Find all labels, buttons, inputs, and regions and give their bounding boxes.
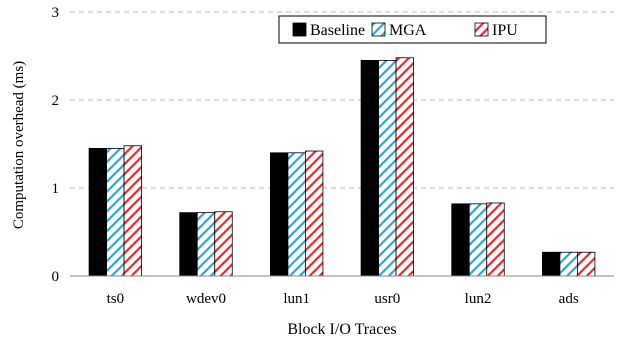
x-tick-label: lun2 — [465, 291, 492, 307]
bar-baseline-lun1 — [270, 152, 289, 277]
x-tick-label: ads — [559, 291, 579, 307]
bar-mga-ads — [559, 251, 578, 277]
legend-swatch-ipu — [474, 22, 489, 37]
bar-mga-usr0 — [378, 60, 397, 277]
legend-box — [278, 15, 547, 44]
y-axis-label: Computation overhead (ms) — [11, 61, 27, 229]
x-axis-label: Block I/O Traces — [287, 321, 396, 338]
y-tick-label: 3 — [52, 5, 60, 21]
bar-mga-ts0 — [106, 147, 125, 277]
bar-ipu-ads — [577, 251, 596, 277]
x-tick-label: wdev0 — [186, 291, 226, 307]
bar-mga-lun1 — [287, 152, 306, 277]
legend-swatch-mga — [371, 22, 386, 37]
legend-swatch-baseline — [292, 22, 307, 37]
x-tick-label: ts0 — [107, 291, 125, 307]
y-tick-labels: 0 1 2 3 — [52, 5, 60, 285]
bar-ipu-ts0 — [123, 145, 142, 277]
legend-label-ipu: IPU — [492, 22, 518, 39]
gridlines — [70, 11, 614, 189]
x-tick-labels: ts0 wdev0 lun1 usr0 lun2 ads — [107, 291, 579, 307]
bar-ipu-lun1 — [305, 150, 324, 277]
legend-label-baseline: Baseline — [310, 22, 365, 39]
legend-label-mga: MGA — [389, 22, 427, 39]
y-tick-label: 0 — [52, 269, 60, 285]
bar-mga-wdev0 — [196, 212, 216, 277]
x-tick-label: lun1 — [283, 291, 310, 307]
y-tick-label: 2 — [52, 93, 60, 109]
bar-ipu-wdev0 — [214, 211, 233, 277]
bar-baseline-lun2 — [451, 203, 470, 277]
bar-ipu-lun2 — [486, 202, 505, 277]
bar-mga-lun2 — [468, 203, 488, 277]
bar-baseline-usr0 — [360, 60, 379, 277]
y-tick-label: 1 — [52, 181, 60, 197]
bars — [88, 57, 596, 277]
bar-ipu-usr0 — [395, 57, 414, 277]
x-tick-label: usr0 — [374, 291, 400, 307]
legend: Baseline MGA IPU — [278, 15, 547, 44]
bar-baseline-ads — [542, 251, 561, 277]
bar-baseline-wdev0 — [179, 212, 198, 277]
bar-baseline-ts0 — [88, 147, 107, 277]
